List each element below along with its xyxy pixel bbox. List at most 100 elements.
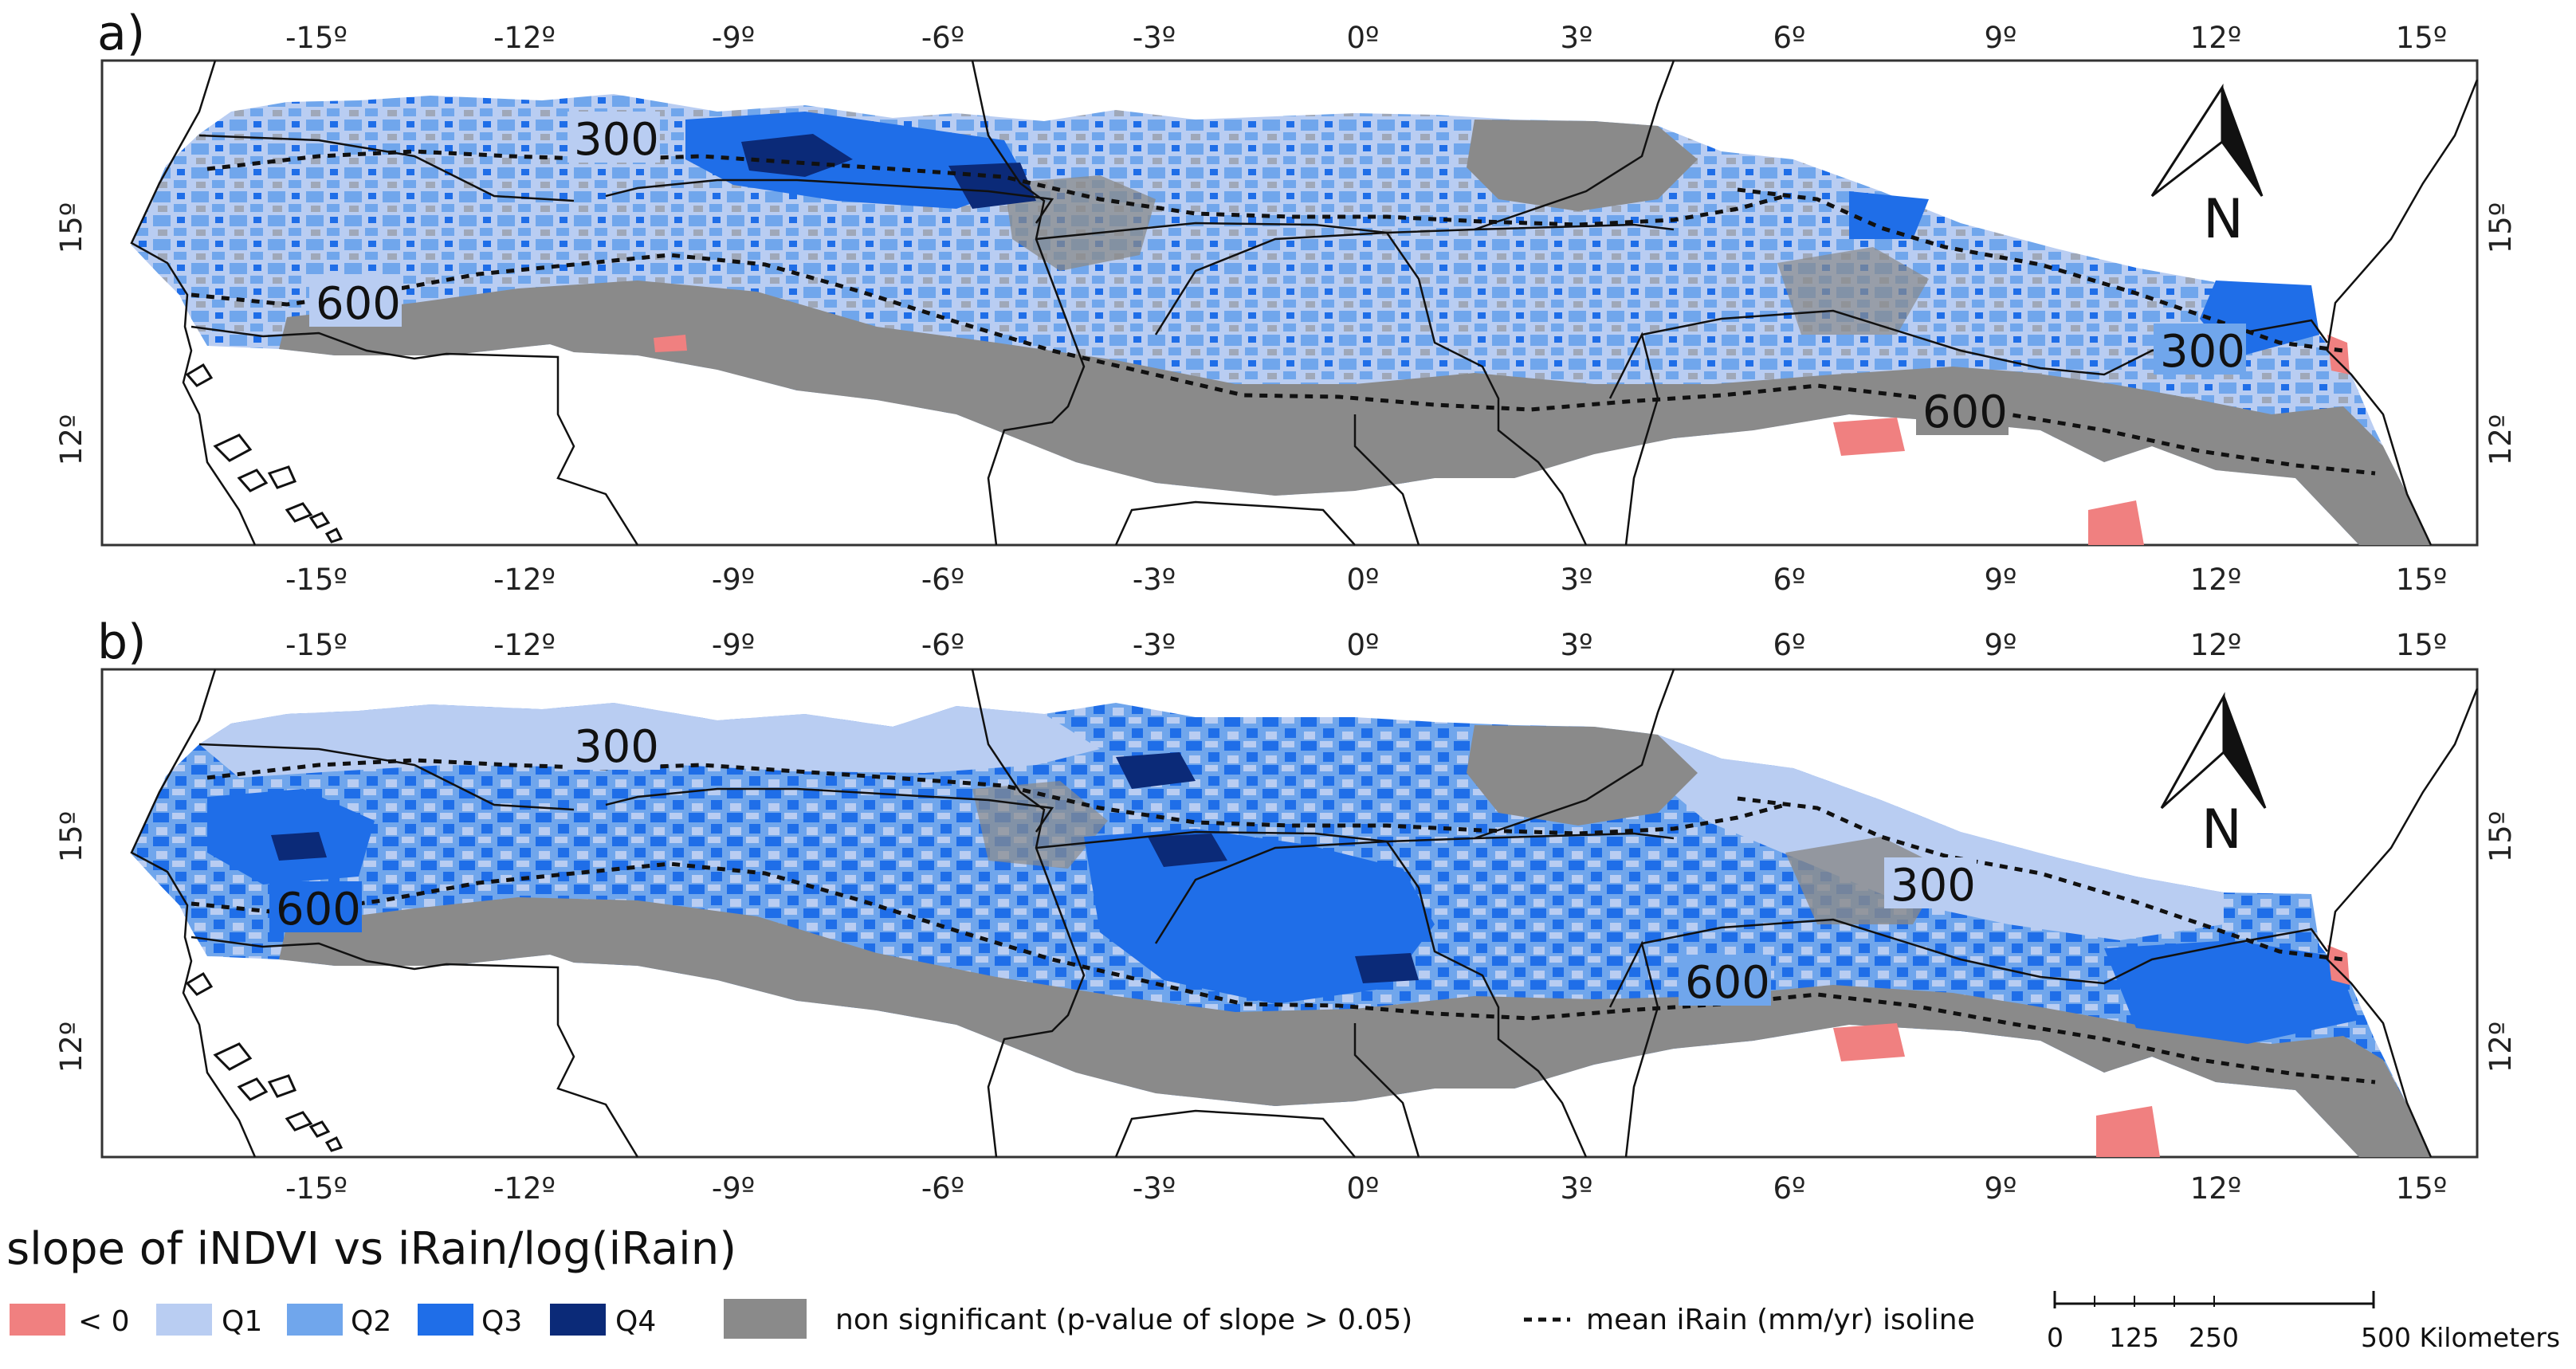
north-arrow-icon xyxy=(2222,696,2267,809)
lon-tick: 15º xyxy=(2396,563,2448,597)
lon-tick: -3º xyxy=(1133,628,1176,662)
lon-tick: -9º xyxy=(712,628,755,662)
panel-b: 300 600 300 600 N b) -15º -12º -9º -6º -… xyxy=(54,614,2518,1206)
scale-label: 250 xyxy=(2189,1322,2239,1353)
lon-tick: -15º xyxy=(285,1171,348,1206)
country-borders xyxy=(130,60,2479,546)
q3-cluster xyxy=(1084,829,1435,1004)
panel-label: a) xyxy=(97,6,145,61)
q4-cluster xyxy=(1116,752,1196,789)
isoline-labels: 300 600 300 600 xyxy=(309,112,2246,438)
scale-label: 125 xyxy=(2109,1322,2159,1353)
isoline-label-600: 600 xyxy=(1685,957,1770,1009)
iso-label-bg xyxy=(1679,955,1771,1006)
lat-tick-left: 15º xyxy=(54,811,88,863)
lon-tick: 6º xyxy=(1773,563,1806,597)
scale-label: 0 xyxy=(2047,1322,2064,1353)
lon-tick: 6º xyxy=(1773,21,1806,55)
lon-tick: -6º xyxy=(921,628,964,662)
lon-tick: -9º xyxy=(712,21,755,55)
island xyxy=(285,1111,313,1132)
border-line xyxy=(1641,918,2329,985)
legend-swatch-negative xyxy=(10,1304,65,1336)
iso-label-bg xyxy=(567,719,660,770)
iso-label-bg xyxy=(269,881,362,932)
lat-tick-left: 15º xyxy=(54,202,88,254)
negative-patch xyxy=(2327,335,2350,375)
bottom-lon-ticks: -15º -12º -9º -6º -3º 0º 3º 6º 9º 12º 15… xyxy=(285,563,2447,597)
island xyxy=(308,1120,331,1138)
isoline-label-300: 300 xyxy=(574,114,659,166)
island xyxy=(237,1077,269,1101)
legend-label-q1: Q1 xyxy=(222,1305,262,1338)
lon-tick: -12º xyxy=(493,628,556,662)
isoline-label-600: 600 xyxy=(276,884,361,936)
island xyxy=(308,512,331,529)
isoline-600 xyxy=(190,253,2376,476)
island xyxy=(237,469,269,492)
archipelago xyxy=(185,971,344,1152)
border-line xyxy=(1474,669,1675,840)
coastline xyxy=(130,60,257,546)
border-line xyxy=(2326,79,2479,546)
lon-tick: 3º xyxy=(1561,628,1593,662)
north-arrow: N xyxy=(2160,692,2267,861)
north-label: N xyxy=(2201,798,2242,861)
border-line xyxy=(198,134,575,202)
lon-tick: 3º xyxy=(1561,563,1593,597)
isoline-300-west xyxy=(206,149,1786,227)
q3-cluster xyxy=(2104,940,2359,1044)
border-line xyxy=(605,787,1054,833)
top-lon-ticks: -15º -12º -9º -6º -3º 0º 3º 6º 9º 12º 15… xyxy=(285,628,2447,662)
legend-label-nonsig: non significant (p-value of slope > 0.05… xyxy=(835,1304,1412,1336)
island xyxy=(185,363,214,387)
lon-tick: 12º xyxy=(2190,1171,2242,1206)
sahel-band xyxy=(132,94,2431,545)
q4-cluster xyxy=(271,832,327,861)
nonsig-south-strip xyxy=(279,280,2431,545)
island xyxy=(267,1074,297,1098)
iso-label-bg xyxy=(1916,384,2009,435)
iso-label-bg xyxy=(2154,324,2246,375)
lon-tick: -6º xyxy=(921,1171,964,1206)
q4-cluster xyxy=(741,134,853,177)
island xyxy=(324,527,344,543)
lon-tick: 15º xyxy=(2396,628,2448,662)
lon-tick: -6º xyxy=(921,21,964,55)
rain-isolines xyxy=(190,149,2376,476)
legend-swatch-q3 xyxy=(418,1304,473,1336)
negative-patch xyxy=(1833,1023,1905,1061)
lon-tick: 12º xyxy=(2190,21,2242,55)
lon-tick: -9º xyxy=(712,563,755,597)
negative-patch xyxy=(1833,418,1905,456)
border-line xyxy=(1114,1109,1356,1158)
north-label: N xyxy=(2203,188,2244,251)
nonsig-patch xyxy=(1467,725,1698,826)
isoline-label-300: 300 xyxy=(1891,860,1976,912)
panel-a: 300 600 300 600 N a) -15º -12º -9º -6º -… xyxy=(54,6,2518,597)
bottom-lon-ticks: -15º -12º -9º -6º -3º 0º 3º 6º 9º 12º 15… xyxy=(285,1171,2447,1206)
legend-label-negative: < 0 xyxy=(78,1305,130,1338)
lon-tick: 9º xyxy=(1985,1171,2017,1206)
lat-ticks: 15º 12º 15º 12º xyxy=(54,202,2518,466)
negative-patch xyxy=(2096,1106,2160,1157)
lon-tick: -3º xyxy=(1133,21,1176,55)
lon-tick: -3º xyxy=(1133,1171,1176,1206)
lon-tick: 12º xyxy=(2190,563,2242,597)
isoline-labels: 300 600 300 600 xyxy=(269,719,1977,1009)
lat-tick-right: 12º xyxy=(2484,1022,2518,1073)
lon-tick: -6º xyxy=(921,563,964,597)
legend-swatch-q1 xyxy=(156,1304,212,1336)
negative-patch xyxy=(654,335,687,352)
q3-cluster xyxy=(685,112,1028,209)
lat-tick-right: 12º xyxy=(2484,414,2518,466)
border-line xyxy=(1474,60,1675,231)
lon-tick: -15º xyxy=(285,21,348,55)
lon-tick: 6º xyxy=(1773,1171,1806,1206)
legend-title: slope of iNDVI vs iRain/log(iRain) xyxy=(6,1223,736,1275)
lon-tick: 15º xyxy=(2396,1171,2448,1206)
isoline-600 xyxy=(190,861,2376,1085)
lon-tick: 6º xyxy=(1773,628,1806,662)
lon-tick: -12º xyxy=(493,563,556,597)
